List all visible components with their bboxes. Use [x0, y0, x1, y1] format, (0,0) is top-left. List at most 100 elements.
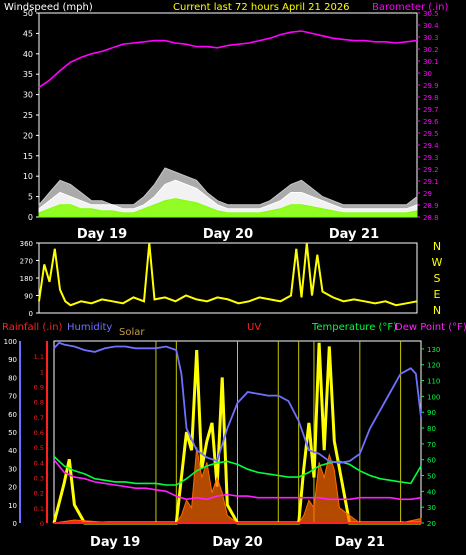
humidity-tick-label: 70: [8, 393, 17, 401]
label-rainfall: Rainfall (.in): [2, 322, 63, 333]
y-tick-label: 0: [29, 310, 33, 318]
rain-tick-label: 0.3: [34, 475, 44, 483]
humidity-tick-label: 0: [13, 520, 17, 528]
rain-tick-label: 0.6: [34, 429, 44, 437]
series-dew-point: [53, 459, 422, 501]
y2-tick-label: 30.5: [423, 10, 439, 18]
temp-tick-label: 30: [427, 504, 436, 512]
y-tick-label: 0: [28, 213, 33, 222]
rain-tick-label: 0.9: [34, 384, 44, 392]
rain-tick-label: 1: [40, 368, 44, 376]
y-tick-label: 360: [20, 240, 33, 248]
humidity-tick-label: 80: [8, 374, 17, 382]
rain-tick-label: 1.1: [34, 353, 44, 361]
x-tick-label: Day 21: [329, 227, 379, 242]
rain-tick-label: 0.1: [34, 505, 44, 513]
temp-tick-label: 100: [427, 393, 440, 401]
y-tick-label: 25: [23, 111, 33, 120]
y2-tick-label: 29.4: [423, 142, 439, 150]
humidity-tick-label: 60: [8, 411, 17, 419]
temp-tick-label: 130: [427, 346, 440, 354]
y2-tick-label: 29.8: [423, 94, 439, 102]
rain-tick-label: 0.4: [34, 459, 44, 467]
y-tick-label: 270: [20, 258, 33, 266]
temp-tick-label: 40: [427, 488, 436, 496]
y2-tick-label: 29: [423, 190, 432, 198]
y-tick-label: 50: [23, 9, 33, 18]
header-barometer-label: Barometer (.in): [372, 2, 448, 13]
x-tick-label: Day 20: [212, 535, 262, 550]
temp-tick-label: 110: [427, 378, 440, 386]
series-temperature: [53, 455, 422, 486]
temp-tick-label: 20: [427, 520, 436, 528]
rain-tick-label: 0.2: [34, 490, 44, 498]
panel-wind-baro-frame: [38, 12, 418, 218]
y2-tick-label: 29.7: [423, 106, 439, 114]
temp-tick-label: 90: [427, 409, 436, 417]
y-tick-label: 30: [23, 91, 33, 100]
weather-multi-plot: 0 10 20 30 40 50 60 70 80 90 100 0 0.1 0.2 0.3 0.4 0.5 0.…: [4, 338, 441, 550]
y2-tick-label: 28.9: [423, 202, 439, 210]
humidity-tick-label: 40: [8, 447, 17, 455]
compass-label: E: [434, 288, 441, 301]
wind-baro-plot: 0 5 10 15 20 25 30 35 40 45 50 28.8 28.9 29 29.1 29.2 29…: [23, 9, 439, 242]
y2-tick-label: 30.3: [423, 34, 439, 42]
rain-tick-label: 0: [40, 520, 44, 528]
series-barometer: [38, 30, 418, 89]
temp-tick-label: 60: [427, 457, 436, 465]
temp-tick-label: 120: [427, 362, 440, 370]
x-tick-label: Day 20: [203, 227, 253, 242]
rain-tick-label: 0.5: [34, 444, 44, 452]
compass-label: W: [432, 256, 443, 269]
label-uv: UV: [247, 322, 261, 333]
humidity-tick-label: 10: [8, 502, 17, 510]
y2-tick-label: 29.2: [423, 166, 439, 174]
y2-tick-label: 29.5: [423, 130, 439, 138]
humidity-tick-label: 100: [4, 338, 17, 346]
x-tick-label: Day 21: [335, 535, 385, 550]
y2-tick-label: 30.2: [423, 46, 439, 54]
y-tick-label: 90: [24, 293, 33, 301]
label-temperature: Temperature (°F): [311, 322, 397, 333]
x-tick-label: Day 19: [90, 535, 140, 550]
series-windspeed: [38, 179, 418, 218]
y-tick-label: 20: [23, 131, 33, 140]
y2-tick-label: 29.6: [423, 118, 439, 126]
y2-tick-label: 29.1: [423, 178, 439, 186]
y2-tick-label: 29.9: [423, 82, 439, 90]
y-tick-label: 45: [23, 29, 33, 38]
temp-tick-label: 50: [427, 473, 436, 481]
y-tick-label: 180: [20, 275, 33, 283]
y-tick-label: 10: [23, 172, 33, 181]
compass-label: N: [433, 240, 441, 253]
label-dew-point: Dew Point (°F): [395, 322, 466, 333]
y-tick-label: 15: [23, 152, 33, 161]
humidity-tick-label: 30: [8, 465, 17, 473]
series-wind-average: [38, 198, 418, 218]
humidity-tick-label: 20: [8, 484, 17, 492]
humidity-tick-label: 50: [8, 429, 17, 437]
y2-tick-label: 28.8: [423, 214, 439, 222]
compass-label: S: [434, 272, 441, 285]
y2-tick-label: 29.3: [423, 154, 439, 162]
rain-tick-label: 0.7: [34, 414, 44, 422]
label-humidity: Humidity: [67, 322, 112, 333]
y-tick-label: 5: [28, 193, 33, 202]
y-tick-label: 40: [23, 50, 33, 59]
y2-tick-label: 30: [423, 70, 432, 78]
header-windspeed-label: Windspeed (mph): [4, 2, 93, 13]
rain-tick-label: 0.8: [34, 399, 44, 407]
y2-tick-label: 30.1: [423, 58, 439, 66]
x-tick-label: Day 19: [77, 227, 127, 242]
label-solar: Solar: [119, 327, 145, 338]
series-wind-direction: [38, 242, 418, 307]
series-humidity: [53, 341, 422, 464]
temp-tick-label: 80: [427, 425, 436, 433]
header-title: Current last 72 hours April 21 2026: [173, 2, 350, 13]
y2-tick-label: 30.4: [423, 22, 439, 30]
compass-label: N: [433, 304, 441, 317]
y-tick-label: 35: [23, 70, 33, 79]
